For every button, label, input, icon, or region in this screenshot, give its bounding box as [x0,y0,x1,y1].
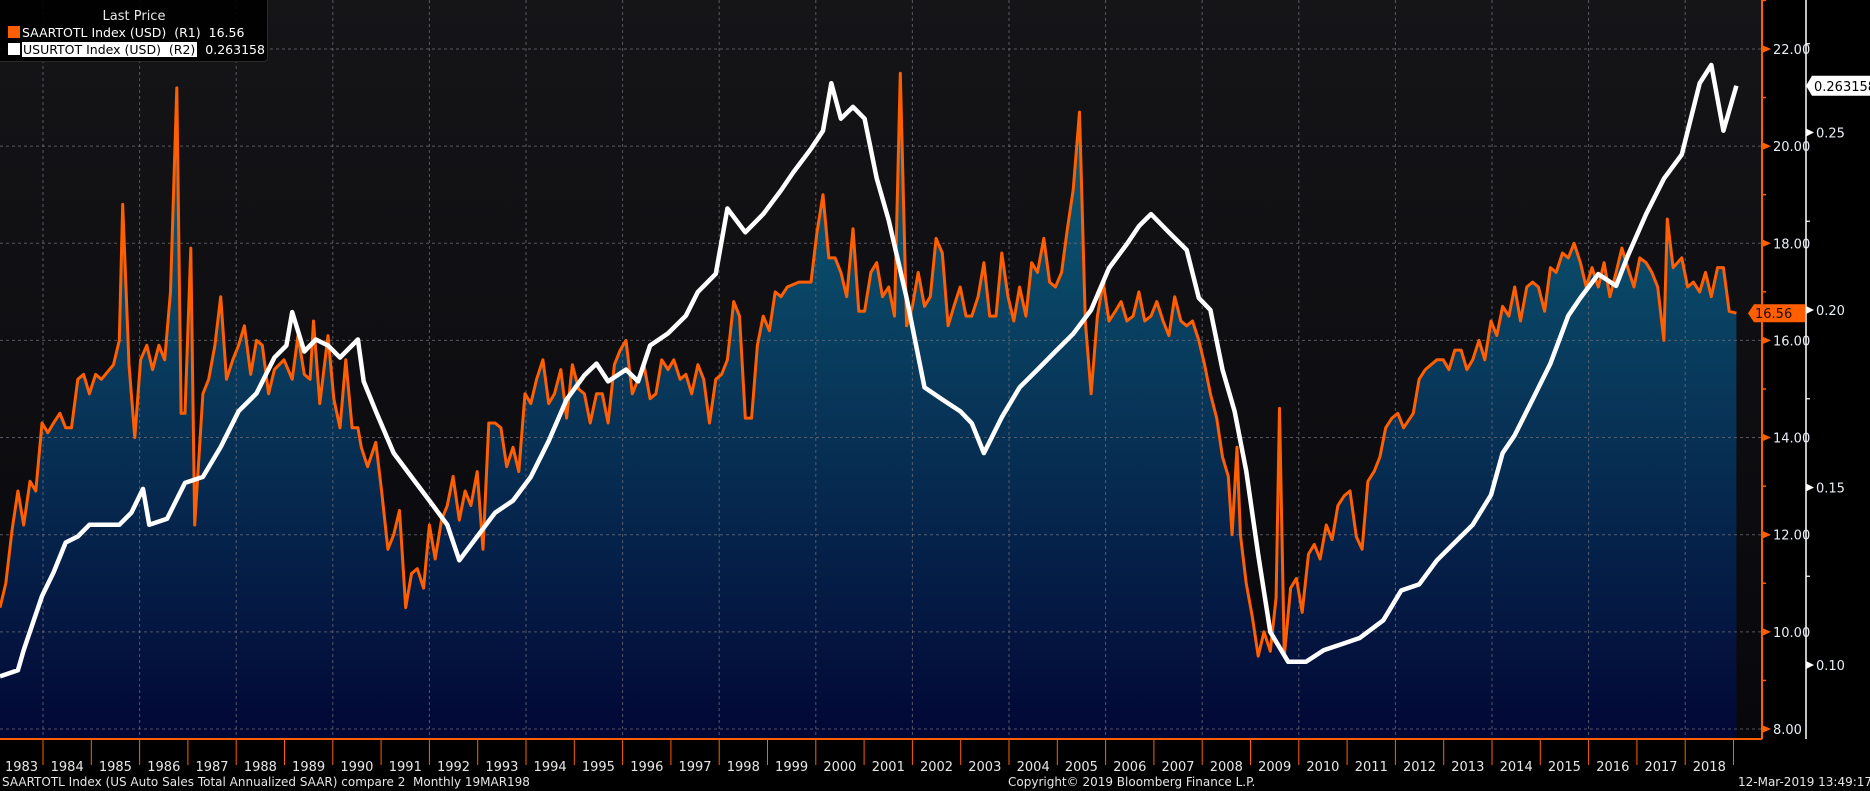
footer-description: SAARTOTL Index (US Auto Sales Total Annu… [2,775,530,789]
x-tick-label: 1998 [727,760,760,775]
usurtot-line [0,62,1739,679]
legend-item-usurtot[interactable]: USURTOT Index (USD) (R2) 0.263158 [8,41,265,58]
r1-tick-arrow-icon [1762,627,1771,636]
legend-series-name: USURTOT Index (USD) (R2) [22,42,198,57]
x-tick-label: 2016 [1596,760,1629,775]
x-tick-label: 1995 [582,760,615,775]
r2-tick-arrow-icon [1806,483,1814,492]
r1-tick-arrow-icon [1762,45,1771,53]
x-tick-label: 2005 [1065,760,1098,775]
x-tick-label: 2003 [968,760,1001,775]
footer-copyright: Copyright© 2019 Bloomberg Finance L.P. [1008,775,1256,789]
x-tick-label: 1988 [244,760,277,775]
r1-tick-arrow-icon [1762,433,1771,442]
x-tick-label: 2014 [1500,760,1533,775]
r1-tick-label: 14.00 [1773,432,1810,447]
x-tick-label: 2001 [872,760,905,775]
r2-tick-arrow-icon [1806,661,1814,669]
legend-series-value: 16.56 [208,25,245,40]
r1-tick-arrow-icon [1762,142,1771,151]
x-tick-label: 2002 [920,760,953,775]
x-tick-label: 2018 [1693,760,1726,775]
r1-last-value-label: 16.56 [1755,307,1792,322]
x-tick-label: 2015 [1548,760,1581,775]
r1-tick-label: 8.00 [1773,723,1802,738]
r2-last-value-label: 0.263158 [1814,80,1870,95]
r2-tick-label: 0.20 [1816,304,1845,319]
legend-title: Last Price [102,9,166,24]
x-tick-label: 1984 [51,760,84,775]
x-tick-label: 1989 [292,760,325,775]
x-tick-label: 1996 [630,760,663,775]
legend-box: Last Price SAARTOTL Index (USD) (R1) 16.5… [0,0,268,62]
r1-tick-arrow-icon [1762,239,1771,248]
r2-tick-arrow-icon [1806,128,1814,137]
x-tick-label: 1987 [195,760,228,775]
x-tick-label: 1985 [99,760,132,775]
x-tick-label: 2007 [1161,760,1194,775]
r2-last-value-badge [1806,75,1870,96]
r1-tick-label: 20.00 [1773,140,1810,155]
x-tick-label: 2006 [1113,760,1146,775]
x-tick-label: 2008 [1210,760,1243,775]
x-tick-label: 2012 [1403,760,1436,775]
x-tick-label: 1992 [437,760,470,775]
orange-swatch-icon [8,26,20,38]
x-tick-label: 1991 [389,760,422,775]
x-tick-label: 2004 [1017,760,1050,775]
x-tick-label: 2000 [823,760,856,775]
r1-tick-arrow-icon [1762,530,1771,539]
x-tick-label: 1993 [485,760,518,775]
r2-tick-arrow-icon [1806,306,1814,314]
x-tick-label: 1999 [775,760,808,775]
r2-tick-label: 0.10 [1816,659,1845,674]
x-tick-label: 2010 [1306,760,1339,775]
r1-tick-arrow-icon [1762,336,1771,345]
r2-tick-label: 0.15 [1816,482,1845,497]
r1-tick-arrow-icon [1762,724,1771,733]
x-tick-label: 1997 [678,760,711,775]
legend-series-name: SAARTOTL Index (USD) (R1) [22,25,201,40]
x-tick-label: 2011 [1355,760,1388,775]
x-tick-label: 1994 [534,760,567,775]
r1-tick-label: 16.00 [1773,334,1810,349]
r1-tick-label: 10.00 [1773,626,1810,641]
saartotl-area-fill [0,73,1737,739]
r1-tick-label: 22.00 [1773,43,1810,58]
x-tick-label: 1986 [147,760,180,775]
legend-series-value: 0.263158 [205,42,265,57]
r1-last-value-badge [1748,304,1805,323]
white-swatch-icon [8,43,20,55]
x-tick-label: 2013 [1451,760,1484,775]
r1-tick-label: 12.00 [1773,529,1810,544]
x-tick-label: 1983 [5,760,38,775]
x-tick-label: 1990 [340,760,373,775]
x-tick-label: 2009 [1258,760,1291,775]
x-tick-label: 2017 [1644,760,1677,775]
saartotl-line [0,71,1737,658]
footer-timestamp: 12-Mar-2019 13:49:17 [1738,775,1870,789]
r2-tick-label: 0.25 [1816,127,1845,142]
legend-item-saartotl[interactable]: SAARTOTL Index (USD) (R1) 16.56 [8,24,244,41]
r1-tick-label: 18.00 [1773,237,1810,252]
